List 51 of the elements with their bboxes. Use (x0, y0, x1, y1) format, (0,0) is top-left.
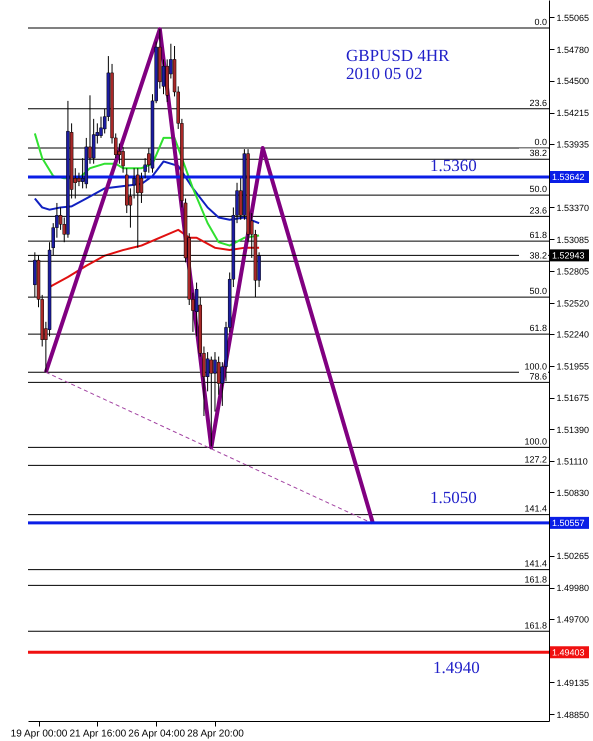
y-tick-label: 1.49135 (556, 678, 590, 688)
annotation: 61.8 (529, 230, 547, 240)
y-tick-label: 1.51110 (556, 456, 588, 466)
annotation: 1.4940 (433, 658, 480, 677)
annotation: 23.6 (529, 205, 547, 216)
ref-line-label: 1.53642 (552, 172, 585, 182)
ref-line-label: 1.49403 (552, 647, 585, 658)
y-tick-label: 1.55065 (556, 12, 590, 23)
y-tick-label: 1.51390 (556, 424, 590, 435)
y-tick-label: 1.53935 (556, 140, 590, 150)
y-tick-label: 1.54215 (556, 108, 590, 118)
x-tick-label: 19 Apr 00:00 (10, 728, 68, 740)
annotation: 61.8 (529, 323, 547, 334)
annotation: 78.6 (529, 371, 547, 382)
annotation: 100.0 (524, 361, 547, 372)
annotation: 141.4 (524, 504, 547, 514)
annotation: 161.8 (524, 574, 547, 584)
annotation: 38.2 (529, 148, 547, 158)
annotation: 38.2 (529, 250, 547, 260)
x-tick-label: 28 Apr 20:00 (187, 728, 244, 740)
y-tick-label: 1.54500 (556, 76, 590, 86)
annotation: 161.8 (524, 620, 547, 630)
text: 2010 05 02 (346, 64, 422, 83)
annotation: 0.0 (534, 137, 547, 148)
y-tick-label: 1.52805 (556, 266, 590, 276)
y-tick-label: 1.52520 (556, 298, 590, 308)
annotation: 1.5360 (430, 156, 477, 175)
y-tick-label: 1.51955 (556, 362, 590, 372)
y-tick-label: 1.54780 (556, 44, 590, 55)
annotation: 141.4 (524, 558, 547, 569)
annotation: 0.0 (534, 17, 547, 28)
annotation: 23.6 (529, 98, 547, 108)
y-tick-label: 1.53370 (556, 202, 590, 213)
y-tick-label: 1.52240 (556, 330, 590, 340)
annotation: 127.2 (524, 454, 547, 464)
annotation: 50.0 (529, 184, 547, 194)
x-tick-label: 26 Apr 04:00 (128, 728, 186, 740)
x-tick-label: 21 Apr 16:00 (69, 728, 127, 740)
y-tick-label: 1.49980 (556, 583, 590, 594)
text: GBPUSD 4HR (346, 46, 450, 65)
annotation: 100.0 (524, 436, 547, 446)
y-tick-label: 1.48850 (556, 710, 590, 720)
ref-line-label: 1.50557 (552, 518, 585, 528)
y-tick-label: 1.49700 (556, 614, 590, 624)
annotation: 1.5050 (430, 488, 477, 507)
y-tick-label: 1.50265 (556, 551, 590, 562)
y-tick-label: 1.53085 (556, 234, 590, 245)
y-tick-label: 1.50830 (556, 488, 590, 498)
y-tick-label: 1.51675 (556, 393, 590, 404)
annotation: 50.0 (529, 286, 547, 296)
ref-line-label: 1.52943 (552, 250, 585, 260)
